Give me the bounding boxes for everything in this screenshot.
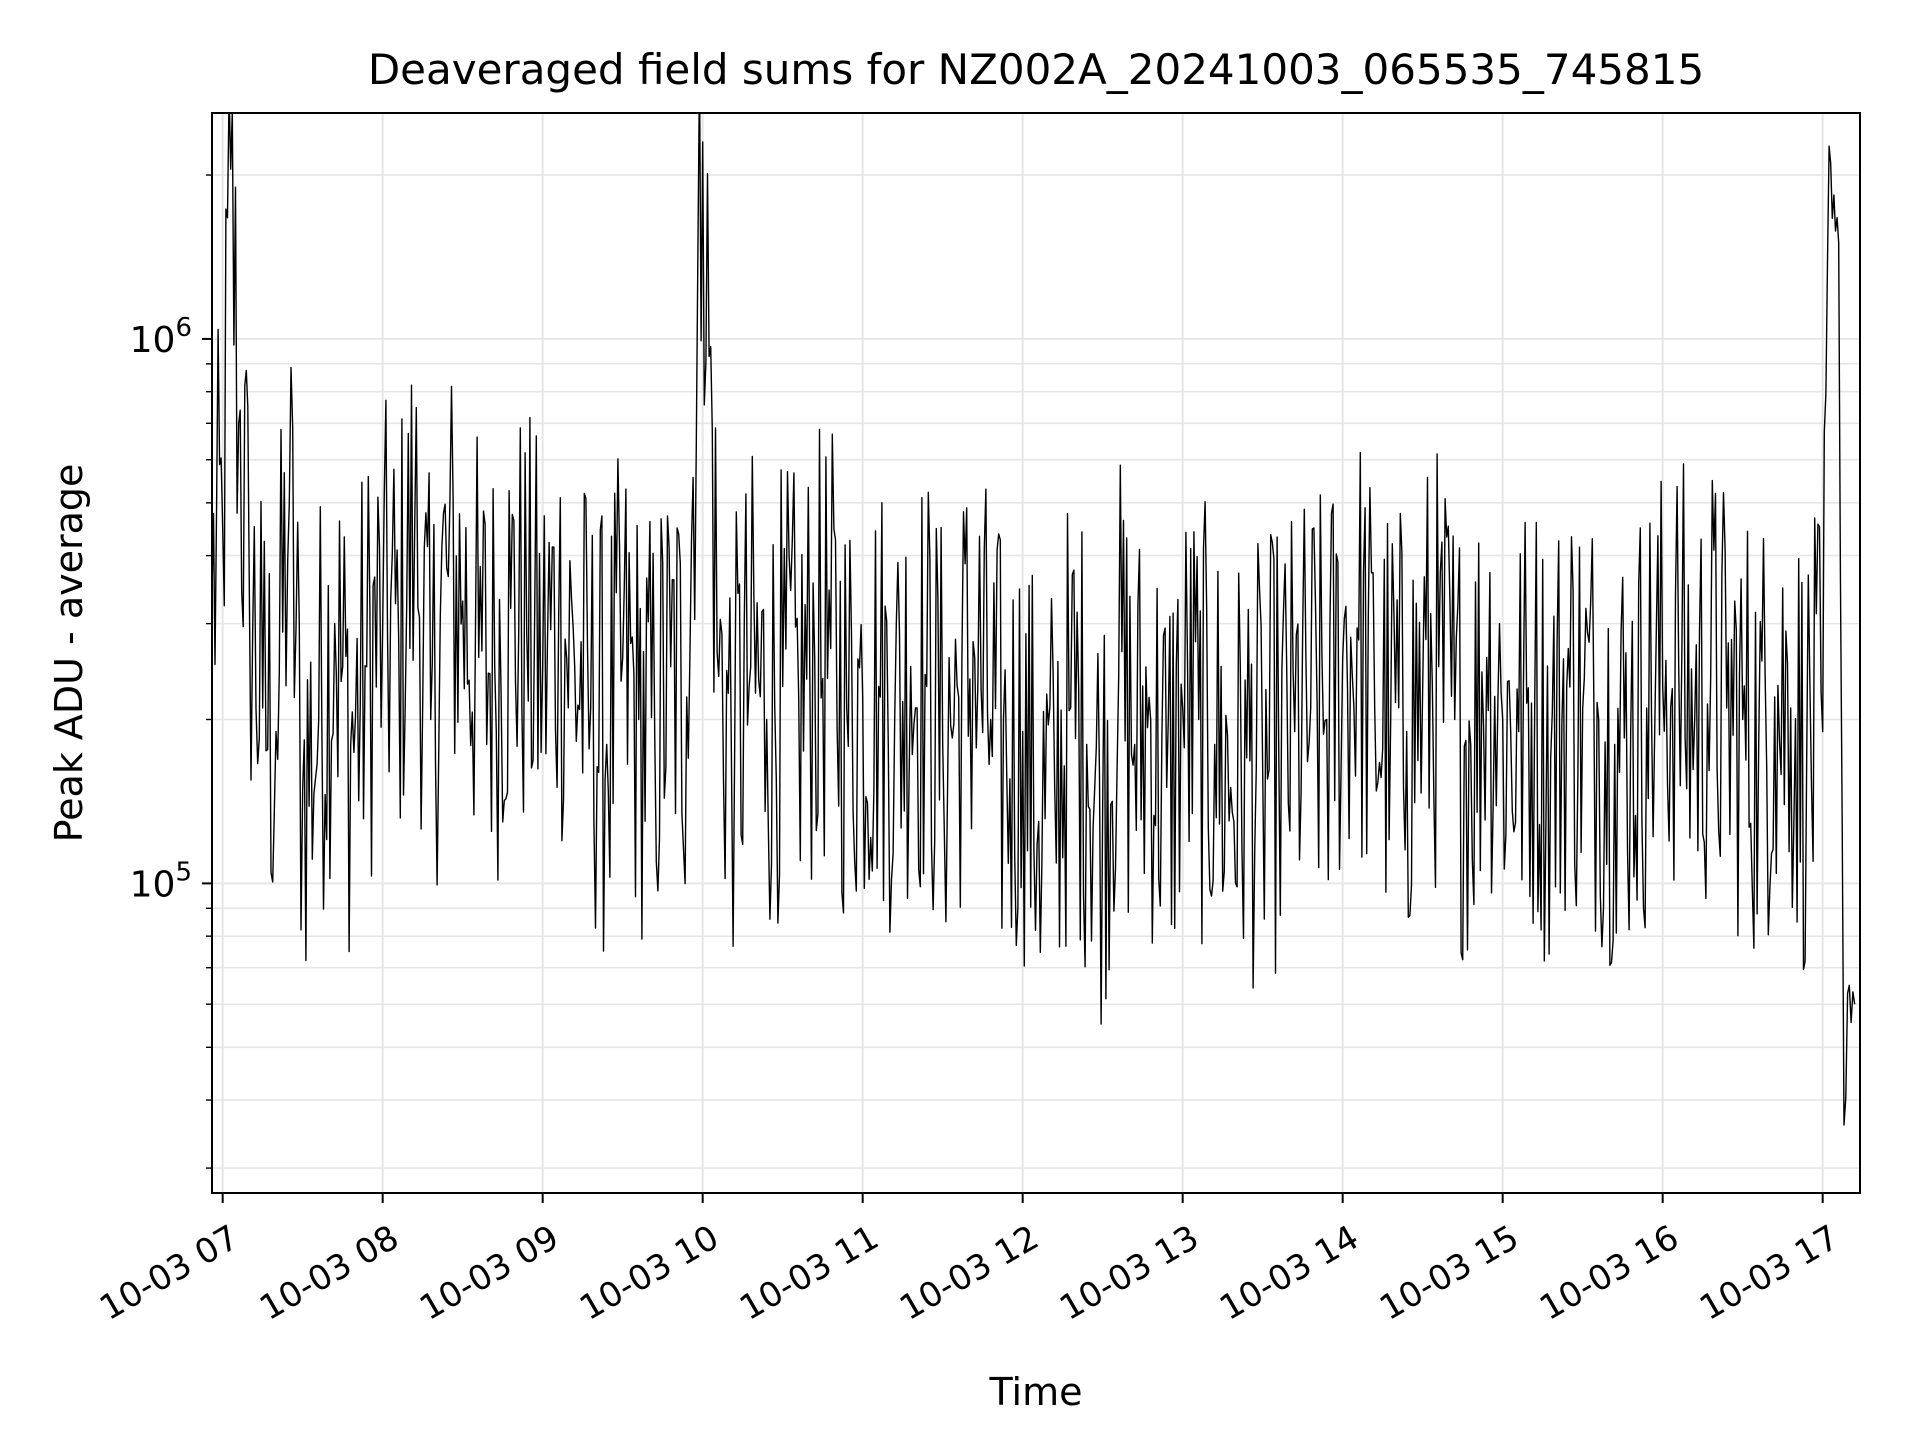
y-axis-ticks: 105 106 (130, 174, 212, 1169)
plot-area (212, 113, 1856, 1126)
y-axis-label: Peak ADU - average (47, 464, 91, 843)
chart-title: Deaveraged field sums for NZ002A_2024100… (368, 45, 1704, 94)
y-tick-label: 106 (130, 313, 192, 361)
y-tick-label: 105 (130, 857, 192, 905)
axes-frame (211, 112, 1861, 1194)
x-axis-label: Time (989, 1370, 1083, 1414)
series-line (212, 113, 1856, 1126)
